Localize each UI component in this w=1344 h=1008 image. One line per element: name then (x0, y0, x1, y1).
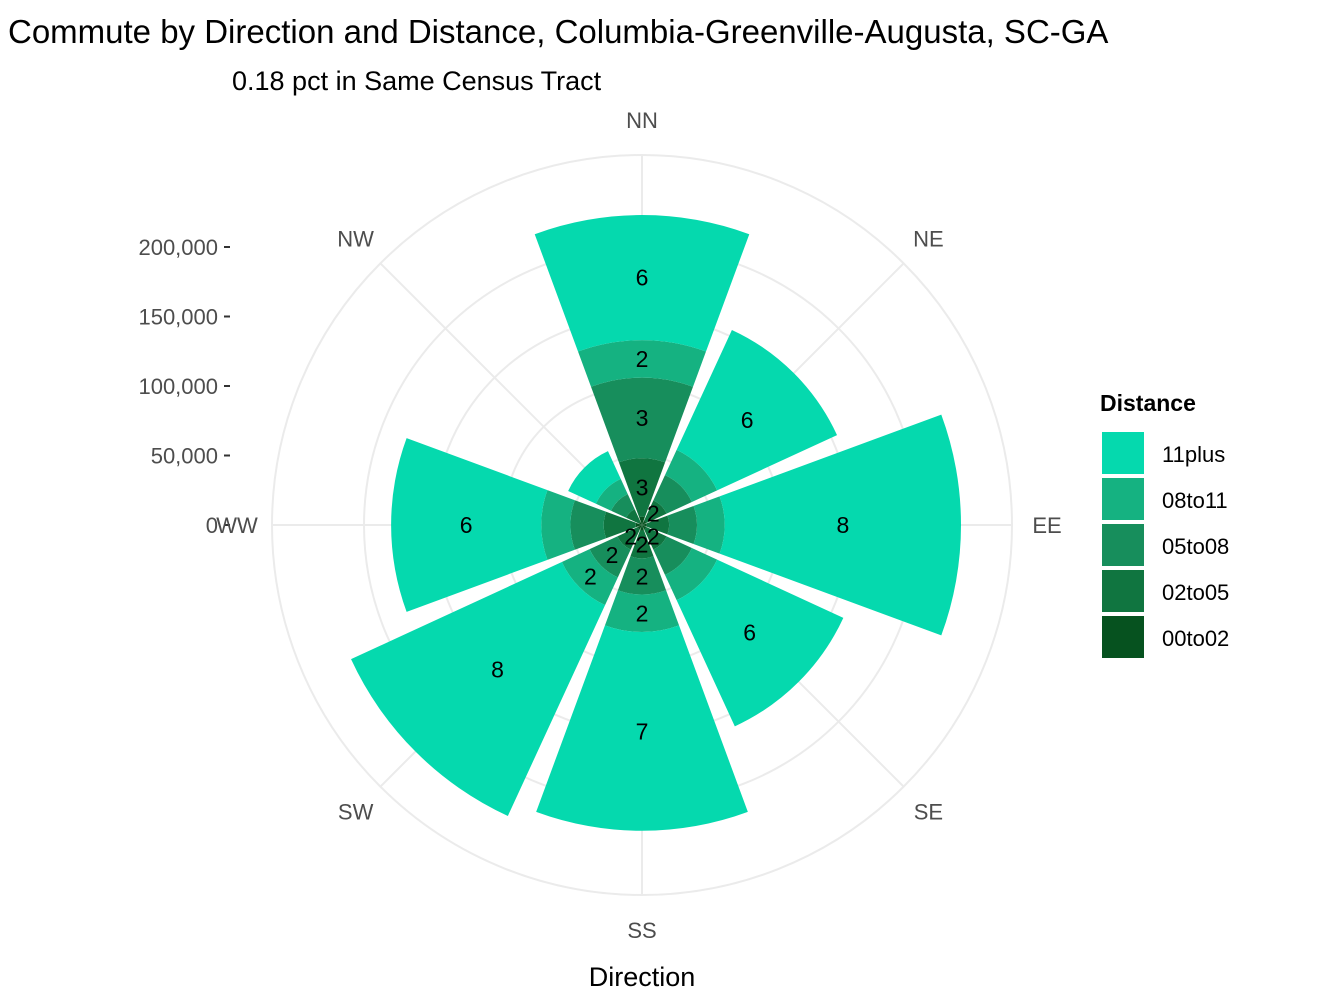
radial-axis: 0 50,000 100,000 150,000 200,000 (138, 235, 230, 538)
legend-label-00to02: 00to02 (1162, 626, 1229, 651)
direction-labels: NN NE EE SE SS SW WW NW (216, 108, 1061, 943)
bar-segment-NN-11plus (534, 215, 750, 352)
bar-segment-NW-08to11 (595, 478, 628, 511)
bar-segment-NE-02to05 (644, 500, 667, 523)
bar-segment-SW-05to08 (589, 536, 631, 578)
bar-label-SS-08to11: 2 (636, 600, 649, 626)
bar-segment-WW-00to02 (635, 522, 642, 528)
x-axis-title: Direction (589, 962, 696, 992)
bar-label-NE-11plus: 6 (741, 407, 754, 433)
direction-label-NN: NN (626, 108, 658, 133)
legend-label-02to05: 02to05 (1162, 580, 1229, 605)
direction-label-SS: SS (627, 918, 656, 943)
bar-segment-SW-08to11 (561, 549, 618, 606)
legend-swatch-11plus (1102, 432, 1144, 474)
bar-segment-SS-00to02 (640, 525, 644, 531)
bar-segment-EE-11plus (719, 414, 962, 636)
direction-label-SE: SE (914, 799, 943, 824)
direction-label-EE: EE (1032, 513, 1061, 538)
bar-segment-NN-02to05 (618, 458, 666, 518)
legend-swatch-02to05 (1102, 570, 1144, 612)
bar-segment-EE-05to08 (667, 505, 697, 545)
r-tick-label: 0 (206, 513, 218, 538)
legend-swatch-00to02 (1102, 616, 1144, 658)
bar-segment-EE-00to02 (642, 523, 647, 527)
bar-segment-SE-05to08 (653, 536, 692, 575)
bar-segment-NW-11plus (568, 451, 621, 504)
bar-label-SW-02to05: 2 (624, 523, 637, 549)
bar-label-SE-11plus: 6 (743, 620, 756, 646)
bar-label-SW-05to08: 2 (606, 542, 619, 568)
chart-subtitle: 0.18 pct in Same Census Tract (232, 66, 602, 96)
bar-label-NN-02to05: 3 (636, 474, 649, 500)
bar-segment-SS-05to08 (617, 556, 667, 595)
legend-title: Distance (1100, 390, 1196, 416)
bar-label-WW-11plus: 6 (460, 512, 473, 538)
bar-segment-EE-02to05 (646, 515, 670, 535)
bar-segment-SE-02to05 (644, 527, 667, 550)
bar-segment-WW-05to08 (570, 500, 607, 550)
bar-segment-WW-08to11 (541, 490, 575, 560)
bar-segment-WW-02to05 (603, 511, 637, 539)
bar-segment-NN-08to11 (578, 340, 706, 387)
bars (351, 215, 962, 831)
r-tick-label: 200,000 (138, 235, 218, 260)
bar-label-NN-08to11: 2 (636, 346, 649, 372)
bar-label-NN-11plus: 6 (636, 265, 649, 291)
chart-title: Commute by Direction and Distance, Colum… (8, 13, 1108, 50)
bar-segment-WW-11plus (391, 438, 548, 612)
legend-label-08to11: 08to11 (1162, 488, 1228, 513)
bar-segment-SE-11plus (676, 559, 844, 727)
bar-segment-SS-02to05 (630, 530, 654, 559)
bar-segment-SW-00to02 (637, 525, 642, 530)
bar-label-NN-05to08: 3 (636, 405, 649, 431)
bar-segment-NE-08to11 (664, 449, 718, 503)
bar-segment-SE-00to02 (642, 525, 647, 530)
bar-segment-NN-05to08 (591, 377, 693, 463)
bar-label-NE-02to05: 2 (647, 501, 660, 527)
bar-segment-NE-11plus (676, 329, 838, 491)
r-tick-label: 100,000 (138, 374, 218, 399)
legend: Distance 11plus 08to11 05to08 02to05 00to02 (1100, 390, 1229, 658)
r-tick-label: 150,000 (138, 305, 218, 330)
direction-label-SW: SW (338, 799, 374, 824)
bar-label-SW-08to11: 2 (584, 564, 597, 590)
bar-segment-NW-02to05 (626, 509, 641, 524)
bar-segment-SE-08to11 (664, 547, 718, 601)
bar-segment-SS-08to11 (604, 590, 680, 633)
direction-label-NE: NE (913, 227, 944, 252)
bar-label-SW-11plus: 8 (491, 656, 504, 682)
bar-segment-SS-11plus (536, 625, 748, 831)
bar-segment-NW-00to02 (638, 521, 642, 525)
bar-segment-SW-11plus (351, 561, 606, 816)
direction-label-WW: WW (216, 513, 258, 538)
bar-segment-NE-05to08 (653, 475, 692, 514)
legend-swatch-08to11 (1102, 478, 1144, 520)
direction-label-NW: NW (337, 227, 374, 252)
bar-segment-NE-00to02 (642, 520, 647, 525)
legend-label-05to08: 05to08 (1162, 534, 1229, 559)
bar-segment-NW-05to08 (611, 494, 635, 518)
legend-label-11plus: 11plus (1162, 442, 1225, 467)
bar-segment-NN-00to02 (639, 516, 645, 525)
bar-segment-SW-02to05 (617, 527, 640, 550)
bar-segment-EE-08to11 (693, 496, 725, 554)
r-tick-label: 50,000 (151, 444, 218, 469)
bar-label-EE-11plus: 8 (836, 512, 849, 538)
bar-label-SE-02to05: 2 (647, 523, 660, 549)
bar-label-SS-05to08: 2 (636, 563, 649, 589)
bar-label-SS-02to05: 2 (636, 531, 649, 557)
legend-swatch-05to08 (1102, 524, 1144, 566)
bar-label-SS-11plus: 7 (636, 718, 649, 744)
